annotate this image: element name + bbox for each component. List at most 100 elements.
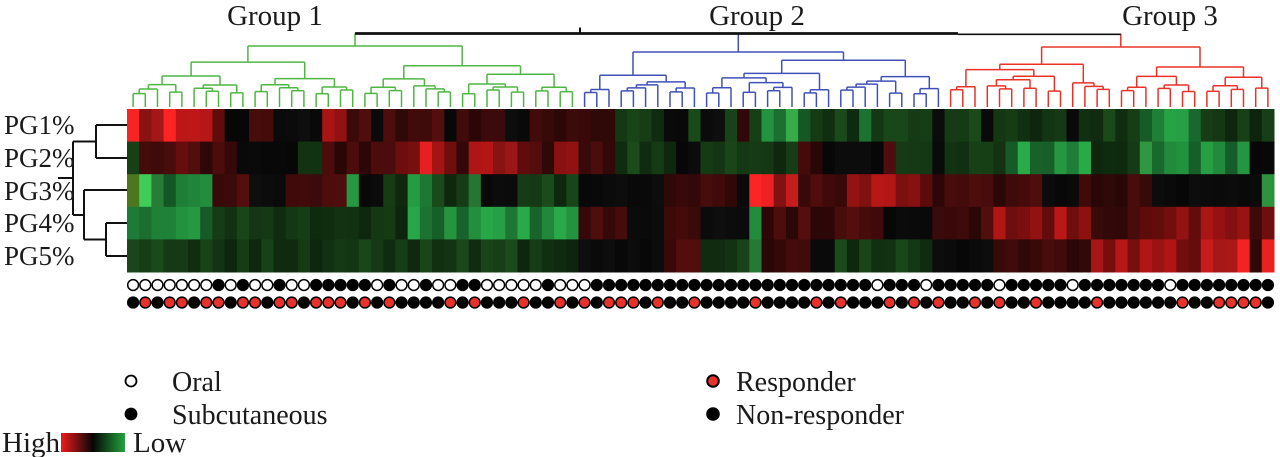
heatmap-cell	[273, 174, 287, 208]
response-dot	[224, 296, 237, 309]
route-dot	[688, 278, 701, 292]
annotation-tracks	[126, 278, 1275, 309]
heatmap-cell	[322, 206, 335, 240]
heatmap-cell	[724, 174, 738, 208]
heatmap-cell	[1078, 109, 1092, 143]
heatmap-cell	[822, 174, 836, 208]
route-dot	[895, 278, 908, 292]
heatmap-cell	[688, 174, 701, 208]
heatmap-cell	[688, 109, 701, 143]
heatmap-cell	[261, 109, 274, 143]
heatmap-cell	[334, 109, 348, 143]
heatmap-cell	[859, 206, 872, 240]
heatmap-cell	[261, 141, 274, 175]
heatmap-cell	[956, 109, 970, 143]
heatmap-cell	[480, 109, 494, 143]
response-dot	[1237, 296, 1250, 309]
heatmap-cell	[993, 206, 1007, 240]
heatmap-cell	[529, 206, 543, 240]
heatmap-cell	[1029, 109, 1043, 143]
heatmap-cell	[1225, 239, 1238, 273]
heatmap-cell	[1261, 174, 1275, 208]
heatmap-cell	[371, 206, 384, 240]
heatmap-cell	[663, 174, 677, 208]
heatmap-cell	[480, 141, 494, 175]
route-dot	[761, 278, 774, 292]
response-dot	[1103, 296, 1116, 309]
heatmap-cell	[383, 141, 396, 175]
group-2-label: Group 2	[709, 0, 805, 32]
heatmap-cell	[468, 141, 482, 175]
heatmap-cell	[615, 239, 628, 273]
heatmap-cell	[371, 239, 384, 273]
heatmap-cell	[297, 206, 311, 240]
heatmap-cell	[285, 206, 299, 240]
response-dot	[590, 296, 603, 309]
heatmap-cell	[1017, 206, 1031, 240]
heatmap-cell	[785, 239, 799, 273]
heatmap-cell	[602, 174, 616, 208]
heatmap-cell	[1200, 174, 1214, 208]
heatmap-cell	[956, 174, 970, 208]
heatmap-cell	[688, 206, 701, 240]
heatmap-cell	[200, 239, 213, 273]
heatmap-cell	[407, 174, 421, 208]
response-dot	[651, 296, 664, 309]
heatmap-cell	[273, 239, 287, 273]
route-dot	[444, 278, 457, 292]
heatmap-cell	[1029, 174, 1043, 208]
heatmap-cell	[627, 239, 640, 273]
response-dot	[968, 296, 982, 309]
heatmap-cell	[383, 174, 396, 208]
heatmap-cell	[297, 174, 311, 208]
row-label-pg4: PG4%	[4, 208, 75, 238]
heatmap-cell	[127, 239, 140, 273]
heatmap-cell	[1188, 141, 1202, 175]
response-dot	[1225, 296, 1238, 309]
heatmap-cell	[493, 141, 506, 175]
heatmap-cell	[1261, 206, 1275, 240]
heatmap-cell	[676, 239, 689, 273]
heatmap-cell	[1029, 239, 1043, 273]
heatmap-cell	[1066, 174, 1080, 208]
heatmap-cell	[822, 141, 836, 175]
heatmap-cell	[1115, 141, 1129, 175]
heatmap-cell	[1237, 206, 1251, 240]
heatmap-cell	[127, 109, 140, 143]
heatmap-cell	[859, 174, 872, 208]
response-dot	[1188, 296, 1201, 309]
heatmap-cell	[1164, 239, 1177, 273]
route-dot	[554, 278, 567, 292]
response-dot	[1042, 296, 1055, 309]
response-dot	[419, 296, 433, 309]
heatmap-cell	[419, 109, 433, 143]
response-dot	[175, 296, 189, 309]
heatmap-cell	[505, 174, 518, 208]
route-dot	[480, 278, 494, 292]
heatmap-cell	[590, 141, 604, 175]
response-dot	[1078, 296, 1092, 309]
heatmap-cell	[249, 239, 262, 273]
heatmap-cell	[1127, 239, 1141, 273]
heatmap-cell	[334, 141, 348, 175]
heatmap-cell	[1103, 206, 1116, 240]
heatmap-cell	[1237, 174, 1251, 208]
response-dot	[627, 296, 640, 309]
heatmap-cell	[1139, 109, 1153, 143]
heatmap-cell	[639, 141, 653, 175]
route-dot	[1237, 278, 1250, 292]
response-dot	[334, 296, 347, 309]
heatmap-cell	[407, 239, 421, 273]
heatmap-cell	[468, 109, 482, 143]
column-dendrogram	[132, 33, 1269, 107]
route-dot	[224, 278, 237, 292]
row-label-pg5: PG5%	[4, 241, 75, 271]
response-dot	[261, 296, 274, 309]
heatmap-cell	[1176, 206, 1190, 240]
heatmap-cell	[834, 109, 848, 143]
heatmap-cell	[200, 109, 213, 143]
heatmap-cell	[297, 239, 311, 273]
heatmap-cell	[724, 109, 738, 143]
heatmap-cell	[1103, 109, 1116, 143]
